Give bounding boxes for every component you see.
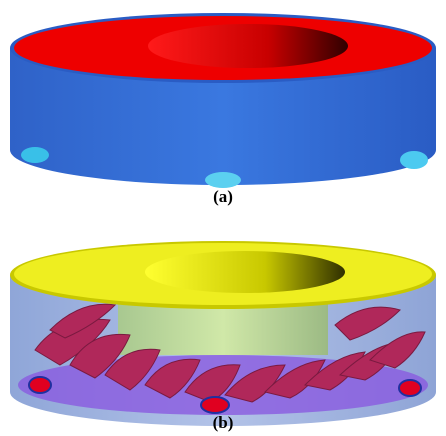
port xyxy=(21,147,49,163)
port xyxy=(205,172,241,188)
ring-hole xyxy=(148,24,348,68)
panel-b: (b) xyxy=(10,241,436,432)
figure: (a) (b) xyxy=(0,0,446,436)
panel-label: (b) xyxy=(213,413,234,432)
panel-a: (a) xyxy=(10,13,436,206)
cover-hole xyxy=(145,251,345,293)
panel-label: (a) xyxy=(213,187,233,206)
port xyxy=(400,151,428,169)
port xyxy=(399,380,421,396)
port xyxy=(201,397,229,413)
port xyxy=(29,377,51,393)
